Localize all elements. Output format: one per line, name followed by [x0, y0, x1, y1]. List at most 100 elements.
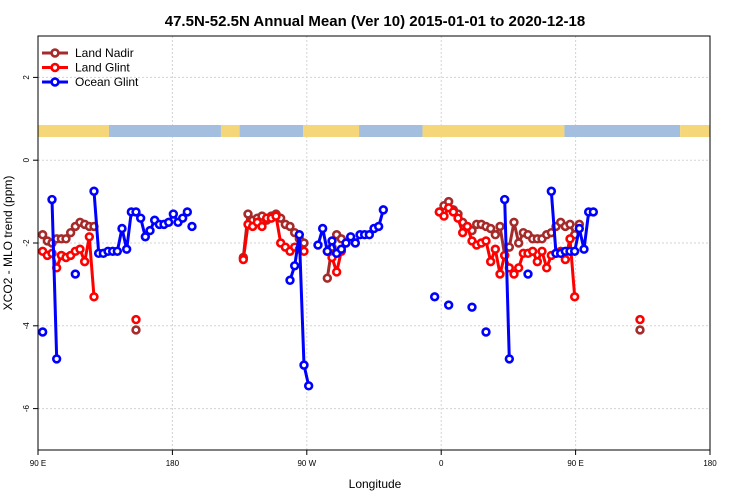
data-point [504, 354, 515, 364]
ocean-band [108, 125, 221, 137]
data-point [485, 256, 496, 267]
data-point [131, 325, 141, 335]
data-point [457, 227, 468, 238]
x-axis-label: Longitude [349, 477, 402, 491]
data-point [499, 194, 510, 205]
data-point [336, 244, 347, 254]
land-band [220, 125, 240, 137]
data-point [481, 327, 491, 337]
data-point [448, 207, 459, 217]
ocean-band [239, 125, 304, 137]
data-point [238, 254, 249, 265]
data-point [303, 381, 314, 391]
data-point [341, 238, 351, 248]
data-point [271, 211, 281, 221]
ocean-band [359, 125, 423, 137]
legend-marker [50, 77, 60, 87]
data-point [79, 256, 90, 267]
data-point [490, 244, 501, 254]
y-tick-label: -6 [22, 404, 31, 412]
data-point [61, 234, 71, 244]
data-point [532, 256, 543, 267]
legend-marker [50, 62, 60, 73]
data-point [131, 207, 141, 217]
data-point [588, 207, 599, 217]
x-tick-label: 90 E [567, 459, 583, 468]
data-point [177, 213, 188, 223]
data-point [373, 221, 384, 232]
data-point [453, 213, 463, 223]
data-point [481, 236, 491, 246]
data-point [89, 292, 99, 302]
data-point [364, 230, 375, 240]
y-axis-label: XCO2 - MLO trend (ppm) [1, 176, 15, 311]
data-point [294, 230, 305, 240]
land-band [38, 125, 109, 137]
series-ocean_glint [37, 186, 599, 391]
data-point [565, 234, 575, 244]
data-point [84, 232, 95, 242]
land-band [680, 125, 710, 137]
data-point [546, 186, 557, 196]
y-tick-label: 0 [22, 157, 31, 162]
land-ocean-mask [38, 125, 710, 137]
x-tick-label: 90 E [30, 459, 46, 468]
series-line [50, 199, 59, 359]
data-point [145, 225, 155, 236]
data-point [51, 354, 62, 364]
data-point [182, 207, 193, 217]
data-point [313, 240, 323, 250]
data-point [121, 244, 132, 254]
data-point [117, 223, 127, 234]
data-point [467, 302, 477, 312]
data-point [65, 227, 76, 238]
data-point [285, 221, 295, 232]
data-point [462, 221, 473, 232]
data-point [378, 205, 389, 215]
data-point [322, 273, 333, 283]
data-point [439, 211, 449, 221]
data-point [37, 327, 48, 337]
data-point [47, 194, 57, 205]
data-point [490, 230, 501, 240]
data-point [443, 300, 454, 310]
data-point [257, 221, 267, 232]
data-point [429, 292, 440, 302]
data-point [513, 263, 524, 273]
ocean-band [564, 125, 681, 137]
y-tick-label: -2 [22, 239, 31, 247]
y-tick-label: 2 [22, 75, 31, 80]
data-point [527, 246, 538, 256]
data-point [541, 263, 552, 273]
data-point [350, 238, 361, 248]
y-axis: 2 0 -2 -4 -6 [22, 75, 38, 412]
land-band [422, 125, 565, 137]
data-point [163, 217, 174, 228]
data-point [187, 221, 197, 232]
data-point [495, 269, 505, 279]
data-point [327, 236, 337, 246]
x-tick-label: 0 [439, 459, 444, 468]
legend-label: Land Glint [75, 61, 130, 75]
grid [37, 36, 711, 450]
data-point [322, 246, 333, 256]
data-point [513, 238, 524, 248]
data-point [70, 269, 81, 279]
land-band [303, 125, 360, 137]
data-point [537, 246, 547, 256]
y-tick-label: -4 [22, 322, 31, 330]
x-tick-label: 180 [703, 459, 717, 468]
data-point [509, 269, 519, 279]
x-axis: 90 E 180 90 W 0 90 E 180 [30, 450, 717, 468]
series-layer [37, 186, 645, 391]
data-point [289, 261, 300, 271]
data-point [509, 217, 519, 228]
data-point [345, 232, 356, 242]
data-point [140, 232, 151, 242]
data-point [112, 246, 123, 256]
chart-title: 47.5N-52.5N Annual Mean (Ver 10) 2015-01… [165, 13, 585, 30]
data-point [299, 246, 309, 256]
data-point [565, 219, 575, 230]
